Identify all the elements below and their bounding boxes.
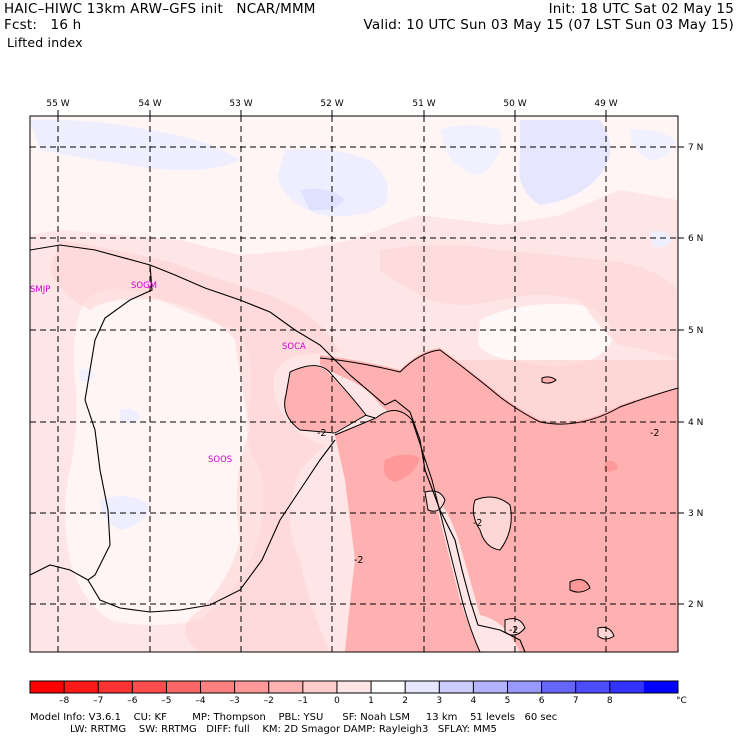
colorbar-tick-label: 7 <box>573 696 579 706</box>
model-title: HAIC–HIWC 13km ARW–GFS init NCAR/MMM <box>4 1 316 17</box>
colorbar-tick-label: –3 <box>230 696 240 706</box>
colorbar-swatch <box>132 681 167 693</box>
model-info-line2: LW: RRTMG SW: RRTMG DIFF: full KM: 2D Sm… <box>70 724 497 735</box>
colorbar-swatch <box>609 681 645 693</box>
colorbar-tick-label: 3 <box>436 696 442 706</box>
colorbar-swatch <box>473 681 508 693</box>
map-frame <box>29 115 679 653</box>
station-label: SMJP <box>30 285 50 295</box>
lat-label: 3 N <box>688 509 703 519</box>
contour-label: -2 <box>650 428 659 439</box>
colorbar-tick-label: –1 <box>298 696 308 706</box>
colorbar-frame <box>29 680 679 694</box>
contour-label: -2 <box>317 428 326 439</box>
colorbar-swatch <box>268 681 304 693</box>
colorbar-tick-label: –2 <box>264 696 274 706</box>
contour-label: -2 <box>473 518 482 529</box>
coastline-borders <box>30 244 526 652</box>
lon-label: 51 W <box>412 99 435 109</box>
colorbar-swatch <box>541 681 577 693</box>
lon-label: 55 W <box>46 99 69 109</box>
colorbar-swatch <box>200 681 236 693</box>
lon-label: 50 W <box>503 99 526 109</box>
field-name: Lifted index <box>7 35 83 50</box>
colorbar-swatch <box>166 681 202 693</box>
colorbar-tick-label: 6 <box>539 696 545 706</box>
colorbar-swatch <box>336 681 372 693</box>
colorbar-tick-label: –4 <box>195 696 206 706</box>
colorbar-swatch <box>30 681 65 693</box>
lon-label: 54 W <box>138 99 161 109</box>
colorbar-swatch <box>575 681 611 693</box>
station-label: SOCA <box>282 342 306 352</box>
lat-label: 2 N <box>688 600 703 610</box>
colorbar-swatch <box>234 681 270 693</box>
colorbar-swatch <box>64 681 99 693</box>
lat-label: 4 N <box>688 418 703 428</box>
graticule <box>30 116 678 652</box>
lat-label: 7 N <box>688 143 703 153</box>
colorbar-swatch <box>643 681 679 693</box>
colorbar-tick-label: –7 <box>93 696 103 706</box>
contour-lines <box>284 349 678 652</box>
lon-label: 53 W <box>229 99 252 109</box>
colorbar-tick-label: –8 <box>59 696 70 706</box>
colorbar-tick-label: 0 <box>334 696 340 706</box>
colorbar-swatch <box>405 681 440 693</box>
colorbar-tick-label: 5 <box>505 696 511 706</box>
colorbar-tick-label: 2 <box>402 696 408 706</box>
colorbar: –8 –7 –6 –5 –4 –3 –2 –1 0 1 2 3 4 5 6 7 8 °C <box>29 680 687 706</box>
contour-label: -2 <box>509 625 518 636</box>
contour-label: -2 <box>354 555 363 566</box>
colorbar-swatch <box>98 681 133 693</box>
colorbar-swatch <box>507 681 543 693</box>
lat-label: 6 N <box>688 234 703 244</box>
valid-time: Valid: 10 UTC Sun 03 May 15 (07 LST Sun … <box>363 17 734 33</box>
colorbar-tick-label: 4 <box>471 696 477 706</box>
colorbar-tick-label: –5 <box>161 696 171 706</box>
model-info-line1: Model Info: V3.6.1 CU: KF MP: Thompson P… <box>30 712 558 723</box>
station-label: SOOS <box>208 455 232 465</box>
colorbar-swatch <box>302 681 338 693</box>
lon-label: 49 W <box>594 99 617 109</box>
tick-marks <box>57 110 684 605</box>
colorbar-tick-label: 8 <box>607 696 613 706</box>
init-time: Init: 18 UTC Sat 02 May 15 <box>548 1 734 17</box>
lifted-index-field <box>30 116 678 652</box>
colorbar-tick-label: –6 <box>127 696 138 706</box>
colorbar-swatch <box>371 681 406 693</box>
colorbar-unit: °C <box>676 696 687 706</box>
lon-label: 52 W <box>320 99 343 109</box>
colorbar-swatch <box>439 681 474 693</box>
forecast-hour: Fcst: 16 h <box>4 17 82 33</box>
colorbar-tick-label: 1 <box>368 696 374 706</box>
lat-label: 5 N <box>688 326 703 336</box>
station-label: SOGM <box>131 281 157 291</box>
